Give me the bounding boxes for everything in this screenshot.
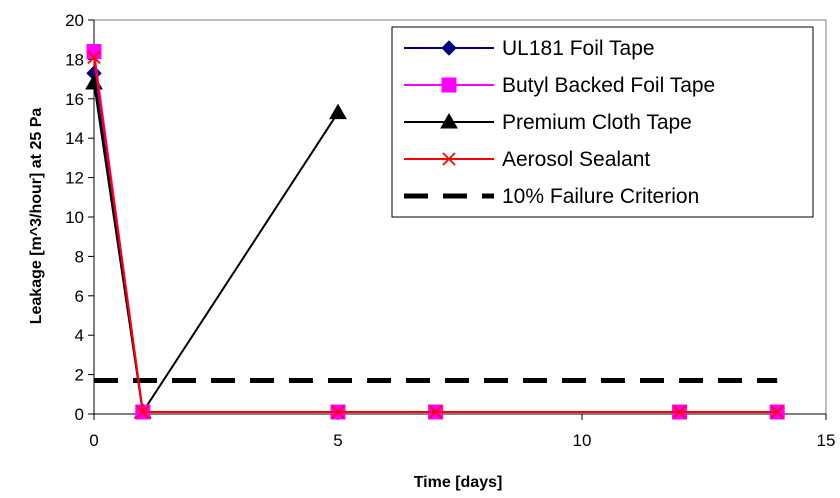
legend-label: Butyl Backed Foil Tape — [502, 74, 715, 97]
data-point — [136, 405, 150, 419]
data-point — [428, 405, 443, 419]
x-tick-label: 5 — [333, 431, 342, 450]
legend-marker — [441, 40, 457, 56]
legend-label: 10% Failure Criterion — [502, 185, 699, 208]
series-line — [93, 57, 778, 414]
data-point — [770, 405, 784, 419]
legend-marker — [442, 152, 456, 166]
series-premium-cloth-tape — [85, 74, 347, 419]
y-tick-label: 18 — [65, 50, 84, 69]
series-layer — [85, 44, 785, 420]
legend-label: Aerosol Sealant — [502, 148, 650, 171]
legend-item: Premium Cloth Tape — [404, 111, 692, 134]
y-tick-label: 0 — [75, 405, 84, 424]
y-tick-label: 8 — [75, 247, 84, 266]
legend-item: 10% Failure Criterion — [404, 185, 699, 208]
legend-item: UL181 Foil Tape — [404, 37, 655, 60]
series-aerosol-sealant — [87, 50, 784, 419]
data-point — [331, 405, 345, 419]
data-point — [87, 50, 101, 65]
x-tick-label: 0 — [89, 431, 98, 450]
legend-label: Premium Cloth Tape — [502, 111, 692, 134]
x-tick-label: 15 — [817, 431, 836, 450]
y-axis: 0 2 4 6 8 10 12 14 16 18 20 — [65, 11, 94, 424]
y-tick-label: 2 — [75, 366, 84, 385]
legend-marker — [440, 112, 458, 129]
x-axis-title: Time [days] — [414, 474, 503, 491]
legend-item: Aerosol Sealant — [404, 148, 650, 171]
series-line — [93, 82, 339, 415]
data-point — [329, 103, 347, 120]
legend-marker — [441, 77, 457, 93]
y-tick-label: 20 — [65, 11, 84, 30]
y-tick-label: 16 — [65, 90, 84, 109]
y-tick-label: 6 — [75, 287, 84, 306]
legend-item: Butyl Backed Foil Tape — [404, 74, 715, 97]
x-tick-label: 10 — [573, 431, 592, 450]
y-tick-label: 10 — [65, 208, 84, 227]
y-tick-label: 14 — [65, 129, 84, 148]
data-point — [672, 405, 687, 419]
y-tick-label: 4 — [75, 326, 84, 345]
legend: UL181 Foil Tape Butyl Backed Foil Tape Pre… — [391, 26, 814, 218]
y-axis-title: Leakage [m^3/hour] at 25 Pa — [28, 108, 45, 325]
y-tick-label: 12 — [65, 169, 84, 188]
x-axis: 0 5 10 15 — [89, 414, 835, 450]
legend-label: UL181 Foil Tape — [502, 37, 655, 60]
